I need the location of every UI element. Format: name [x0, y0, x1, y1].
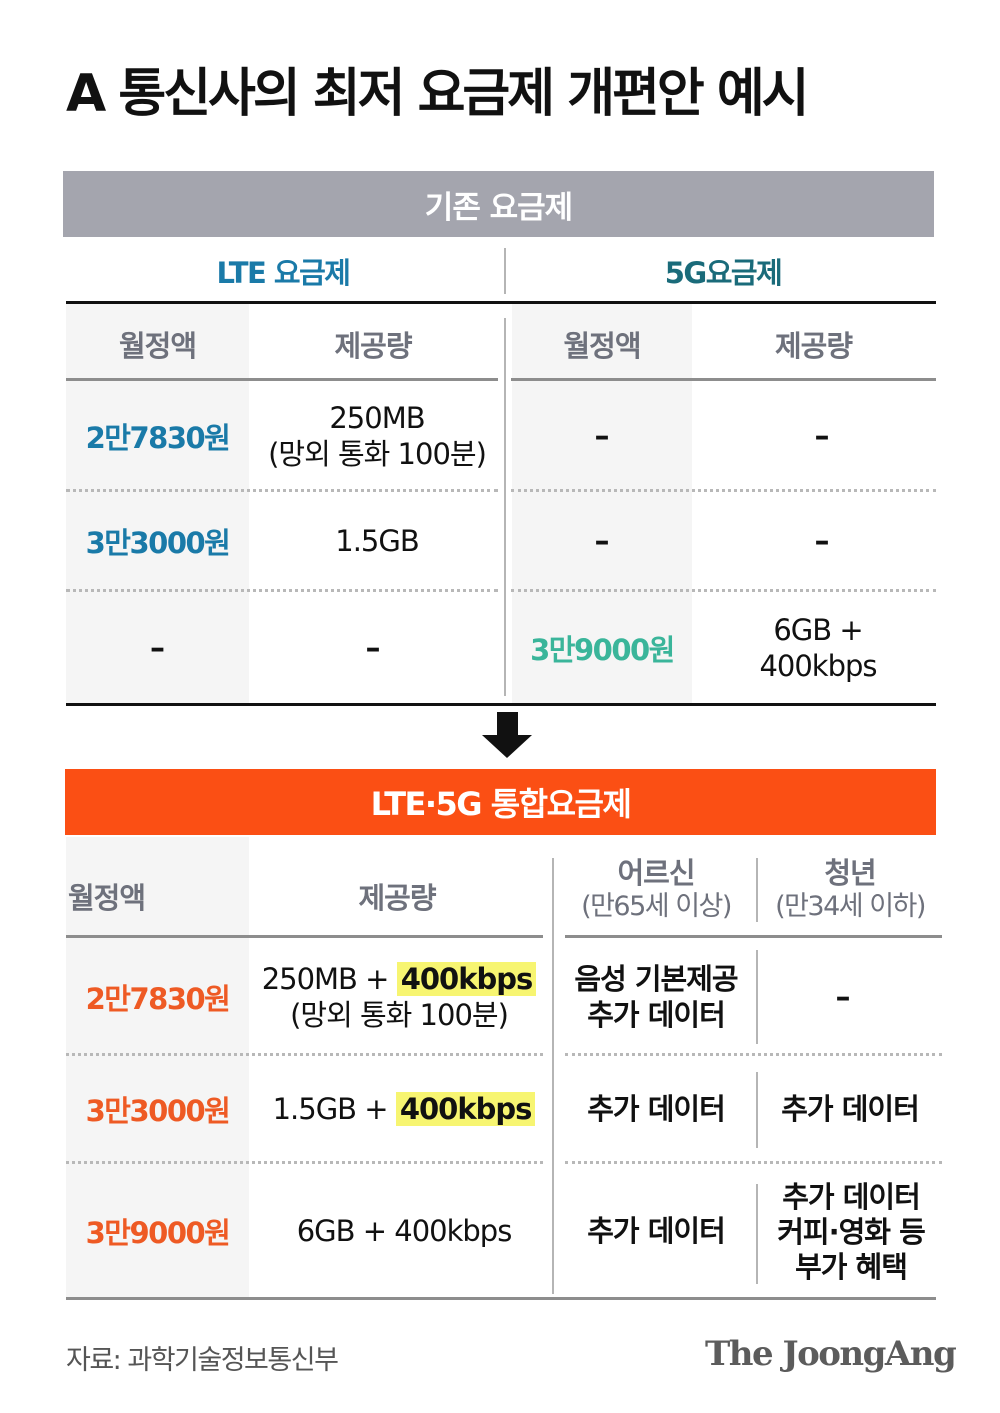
row-divider: [565, 1161, 942, 1164]
5g-data-header: 제공량: [774, 329, 853, 363]
section-divider: [504, 248, 506, 294]
5g-header-rule: [511, 378, 936, 381]
senior-header: 어르신 (만65세 이상): [558, 852, 754, 928]
integrated-table-bottom-rule: [66, 1297, 936, 1300]
senior-youth-divider: [756, 1184, 758, 1284]
integrated-row-3-price: 3만9000원: [85, 1216, 231, 1250]
integrated-header-rule-right: [565, 935, 942, 938]
source-credit: 자료: 과학기술정보통신부: [66, 1345, 339, 1376]
lte-data-header: 제공량: [334, 329, 412, 363]
table-top-rule: [66, 301, 936, 304]
senior-header-sub: (만65세 이상): [581, 891, 732, 922]
lte-plans-heading: LTE 요금제: [216, 256, 351, 290]
integrated-row-1-data-highlight: 400kbps: [396, 962, 537, 996]
senior-youth-divider: [756, 858, 758, 922]
integrated-row-2-data-main: 1.5GB +: [272, 1092, 396, 1126]
row-divider: [66, 1161, 543, 1164]
table-vertical-divider: [504, 318, 506, 696]
5g-row-2-data: –: [814, 523, 830, 559]
integrated-row-3-youth-line2: 커피·영화 등: [777, 1214, 926, 1249]
integrated-row-1-data-sub: (망외 통화 100분): [290, 998, 509, 1032]
page-title: A 통신사의 최저 요금제 개편안 예시: [66, 64, 810, 124]
5g-plans-heading: 5G요금제: [664, 256, 783, 290]
integrated-row-1-senior-line1: 음성 기본제공: [574, 962, 738, 996]
5g-row-1-price: –: [594, 418, 610, 454]
integrated-row-2-price: 3만3000원: [85, 1094, 231, 1128]
senior-youth-divider: [756, 950, 758, 1044]
integrated-row-3-data: 6GB + 400kbps: [296, 1214, 513, 1248]
integrated-row-3-youth: 추가 데이터 커피·영화 등 부가 혜택: [758, 1176, 944, 1288]
5g-row-3-price: 3만9000원: [530, 633, 675, 667]
row-divider: [511, 489, 936, 492]
row-divider: [511, 589, 936, 592]
lte-row-2-price: 3만3000원: [85, 526, 231, 560]
publisher-logo: The JoongAng: [705, 1334, 957, 1374]
row-divider: [66, 1053, 543, 1056]
youth-header: 청년 (만34세 이하): [758, 852, 942, 928]
integrated-row-1-senior-line2: 추가 데이터: [587, 998, 725, 1032]
integrated-row-3-senior: 추가 데이터: [587, 1214, 726, 1248]
5g-row-2-price: –: [594, 523, 610, 559]
existing-plans-banner-label: 기존 요금제: [424, 189, 573, 226]
integrated-header-rule-left: [66, 935, 543, 938]
down-arrow-icon: [482, 712, 532, 758]
lte-row-2-data: 1.5GB: [335, 524, 420, 558]
row-divider: [66, 589, 498, 592]
table-bottom-rule: [66, 703, 936, 706]
integrated-row-1-data-main: 250MB +: [261, 962, 397, 996]
integrated-price-header: 월정액: [68, 881, 146, 915]
lte-header-rule: [66, 378, 498, 381]
integrated-row-2-data: 1.5GB + 400kbps: [249, 1057, 559, 1161]
existing-plans-banner: 기존 요금제: [63, 171, 934, 237]
integrated-row-1-youth: –: [835, 979, 851, 1015]
senior-header-label: 어르신: [617, 856, 695, 890]
integrated-row-1-senior: 음성 기본제공 추가 데이터: [558, 940, 754, 1054]
row-divider: [565, 1053, 942, 1056]
integrated-row-3-youth-line3: 부가 혜택: [795, 1249, 908, 1284]
lte-row-1-data-sub: (망외 통화 100분): [268, 437, 487, 471]
integrated-row-2-youth: 추가 데이터: [781, 1092, 920, 1126]
lte-price-header: 월정액: [118, 329, 197, 363]
5g-price-column-bg: [512, 304, 692, 704]
lte-price-column-bg: [66, 304, 249, 704]
integrated-row-2-senior: 추가 데이터: [587, 1092, 726, 1126]
5g-row-3-data-line2: 400kbps: [759, 649, 877, 683]
lte-row-3-data: –: [365, 630, 381, 666]
lte-row-1-price: 2만7830원: [85, 421, 231, 455]
lte-row-1-data-main: 250MB: [329, 401, 425, 435]
5g-price-header: 월정액: [563, 329, 641, 363]
integrated-row-1-data: 250MB + 400kbps (망외 통화 100분): [249, 940, 549, 1054]
5g-row-1-data: –: [814, 418, 830, 454]
youth-header-sub: (만34세 이하): [775, 891, 926, 922]
5g-row-3-data: 6GB + 400kbps: [692, 592, 944, 704]
integrated-row-2-data-highlight: 400kbps: [395, 1092, 536, 1126]
lte-row-1-data: 250MB (망외 통화 100분): [249, 382, 505, 490]
integrated-row-3-youth-line1: 추가 데이터: [782, 1179, 920, 1214]
integrated-data-header: 제공량: [358, 881, 436, 915]
youth-header-label: 청년: [824, 856, 876, 890]
lte-row-3-price: –: [150, 630, 165, 666]
integrated-plan-banner-label: LTE·5G 통합요금제: [370, 785, 632, 823]
row-divider: [66, 489, 498, 492]
senior-youth-divider: [756, 1072, 758, 1148]
integrated-plan-banner: LTE·5G 통합요금제: [65, 769, 936, 835]
integrated-row-1-price: 2만7830원: [85, 982, 231, 1016]
integrated-price-column-bg: [66, 837, 249, 1297]
5g-row-3-data-line1: 6GB +: [773, 613, 863, 647]
integrated-vertical-divider: [552, 858, 554, 1294]
